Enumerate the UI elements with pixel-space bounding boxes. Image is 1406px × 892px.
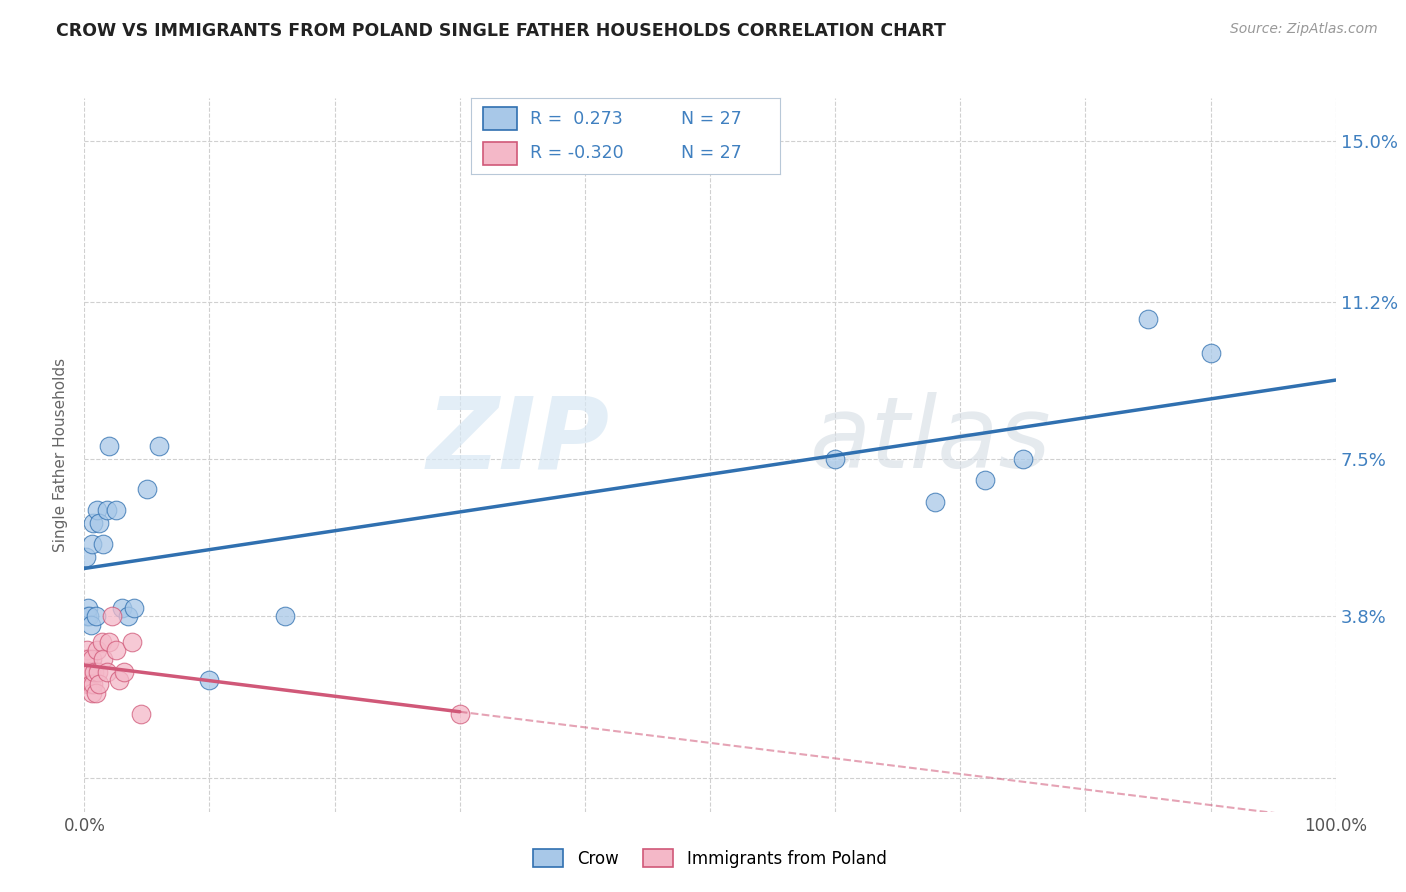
- Text: ZIP: ZIP: [427, 392, 610, 489]
- Point: [84, 609, 107, 624]
- Point: [148, 439, 170, 453]
- Text: R =  0.273: R = 0.273: [530, 110, 623, 128]
- Point: [96, 503, 118, 517]
- Point: [98, 439, 121, 453]
- Point: [82, 516, 104, 530]
- Point: [449, 706, 471, 721]
- Point: [198, 673, 221, 687]
- Point: [1199, 346, 1222, 360]
- Point: [84, 686, 107, 700]
- Point: [77, 652, 100, 666]
- Text: R = -0.320: R = -0.320: [530, 145, 623, 162]
- Point: [79, 665, 101, 679]
- Point: [86, 643, 108, 657]
- Point: [112, 665, 135, 679]
- Y-axis label: Single Father Households: Single Father Households: [52, 358, 67, 552]
- Point: [104, 643, 127, 657]
- Text: N = 27: N = 27: [682, 145, 742, 162]
- Point: [75, 652, 97, 666]
- Point: [108, 673, 131, 687]
- Point: [117, 609, 139, 624]
- Point: [111, 600, 134, 615]
- Point: [79, 609, 101, 624]
- Point: [924, 494, 946, 508]
- Point: [86, 503, 108, 517]
- Point: [76, 643, 98, 657]
- Point: [79, 677, 101, 691]
- Point: [89, 677, 111, 691]
- Point: [80, 652, 103, 666]
- Point: [96, 665, 118, 679]
- Legend: Crow, Immigrants from Poland: Crow, Immigrants from Poland: [533, 849, 887, 868]
- Point: [82, 677, 104, 691]
- FancyBboxPatch shape: [484, 107, 517, 130]
- Point: [91, 537, 114, 551]
- Point: [77, 600, 100, 615]
- Point: [90, 635, 112, 649]
- Point: [124, 600, 146, 615]
- Point: [75, 549, 97, 564]
- Text: atlas: atlas: [810, 392, 1052, 489]
- Point: [76, 609, 98, 624]
- Point: [136, 482, 159, 496]
- Text: CROW VS IMMIGRANTS FROM POLAND SINGLE FATHER HOUSEHOLDS CORRELATION CHART: CROW VS IMMIGRANTS FROM POLAND SINGLE FA…: [56, 22, 946, 40]
- Point: [91, 652, 114, 666]
- Point: [101, 609, 124, 624]
- Point: [83, 665, 105, 679]
- Point: [273, 609, 295, 624]
- Point: [824, 452, 846, 467]
- Point: [76, 665, 98, 679]
- Point: [77, 677, 100, 691]
- Point: [79, 617, 101, 632]
- Point: [80, 686, 103, 700]
- Text: Source: ZipAtlas.com: Source: ZipAtlas.com: [1230, 22, 1378, 37]
- Point: [1012, 452, 1035, 467]
- Point: [104, 503, 127, 517]
- Point: [80, 537, 103, 551]
- Point: [79, 665, 101, 679]
- Point: [129, 706, 152, 721]
- Point: [974, 474, 997, 488]
- Point: [87, 665, 110, 679]
- Point: [121, 635, 143, 649]
- Point: [98, 635, 121, 649]
- FancyBboxPatch shape: [484, 142, 517, 165]
- Point: [89, 516, 111, 530]
- Text: N = 27: N = 27: [682, 110, 742, 128]
- Point: [1136, 312, 1159, 326]
